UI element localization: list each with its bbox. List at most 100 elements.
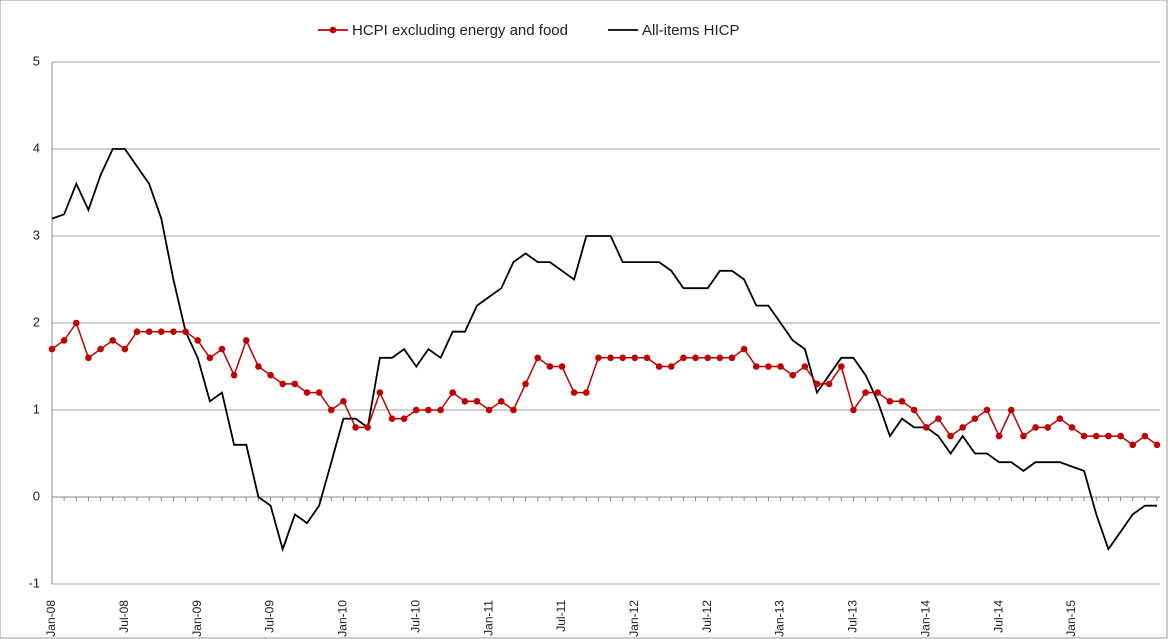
data-point [340,398,347,405]
data-point [813,380,821,388]
data-point [1117,432,1124,440]
data-point [935,415,942,423]
data-point [910,406,918,414]
data-point [133,328,141,336]
data-point [898,398,906,405]
data-point [485,406,493,414]
data-point [218,345,226,353]
y-tick-label: 3 [33,227,40,242]
data-point [728,354,736,362]
data-point [582,389,590,396]
data-point [303,389,311,396]
data-point [206,354,214,362]
series-line [51,148,1157,553]
data-point [48,345,56,353]
data-point [704,354,712,362]
data-point [570,389,578,396]
data-point [510,406,517,414]
x-tick-label: Jul-08 [117,600,131,633]
data-point [631,354,639,362]
data-point [1080,432,1088,440]
data-point [595,354,602,362]
data-point [109,337,117,344]
x-tick-label: Jan-11 [481,600,495,636]
y-tick-label: 4 [33,140,40,155]
data-point [1153,441,1161,449]
data-point [437,406,444,414]
data-point [655,363,663,370]
x-tick-label: Jan-12 [627,600,641,637]
y-tick-label: 5 [33,53,40,68]
data-point [60,337,68,344]
x-tick-label: Jul-13 [846,600,860,633]
y-tick-label: 0 [33,488,40,503]
data-point [1092,432,1100,440]
data-point [850,406,857,414]
data-point [886,398,894,405]
data-point [279,380,287,388]
data-point [1141,432,1149,440]
data-point [680,354,687,362]
data-point [607,354,614,362]
data-point [789,371,797,379]
data-point [716,354,724,362]
data-point [230,371,238,379]
x-tick-label: Jul-12 [700,600,714,633]
y-tick-label: 1 [33,401,40,416]
data-point [522,380,529,388]
data-point [995,432,1003,440]
data-point [1044,424,1052,431]
data-point [72,319,80,327]
x-tick-label: Jan-13 [773,600,787,637]
data-point [412,406,420,414]
data-point [170,328,177,336]
data-point [922,424,930,431]
x-tick-label: Jan-08 [44,600,58,637]
data-point [667,363,675,370]
data-point [765,363,772,370]
x-tick-label: Jan-15 [1064,600,1078,637]
data-point [558,363,566,370]
data-point [1056,415,1064,423]
data-point [97,345,104,353]
data-point [194,337,202,344]
data-point [752,363,760,370]
x-tick-label: Jul-14 [991,600,1005,633]
x-tick-label: Jul-09 [263,600,277,633]
data-point [619,354,627,362]
legend-label: All-items HICP [642,22,740,39]
x-tick-label: Jan-09 [190,600,204,637]
data-point [400,415,408,423]
legend-marker [329,26,337,34]
data-point [959,424,967,431]
data-point [121,345,129,353]
data-point [291,380,299,388]
data-point [947,432,954,440]
legend-label: HCPI excluding energy and food [352,22,568,39]
data-point [983,406,991,414]
x-tick-label: Jul-10 [408,600,422,633]
data-point [862,389,869,396]
data-point [182,328,189,336]
data-point [352,424,359,431]
data-point [1068,424,1076,431]
data-point [157,328,165,336]
data-point [145,328,153,336]
data-point [388,415,396,423]
data-point [801,363,809,370]
data-point [1007,406,1015,414]
data-point [1032,424,1039,431]
data-point [473,398,481,405]
data-point [692,354,699,362]
data-point [1129,441,1137,449]
data-point [315,389,323,396]
data-point [971,415,979,423]
x-tick-label: Jul-11 [554,600,568,632]
data-point [85,354,92,362]
data-point [267,371,274,379]
data-point [449,389,457,396]
data-point [461,398,469,405]
data-point [643,354,651,362]
